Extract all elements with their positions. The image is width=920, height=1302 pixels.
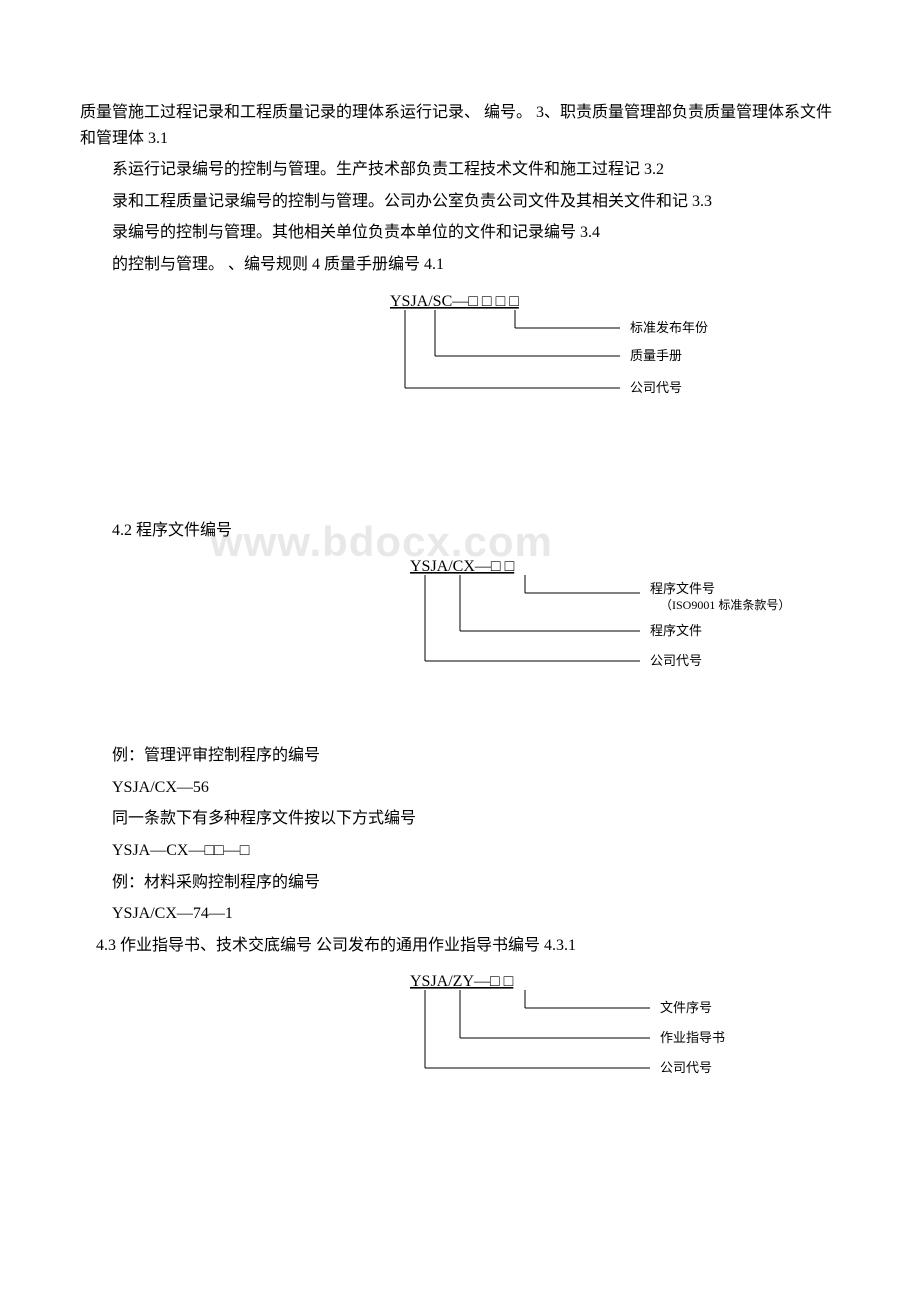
example-1: 例：管理评审控制程序的编号 <box>80 743 840 769</box>
section-43: 4.3 作业指导书、技术交底编号 公司发布的通用作业指导书编号 4.3.1 <box>80 933 840 959</box>
paragraph-5: 的控制与管理。 、编号规则 4 质量手册编号 4.1 <box>80 252 840 278</box>
diagram-sc-label2: 质量手册 <box>630 348 682 363</box>
example-6: YSJA/CX—74—1 <box>80 901 840 927</box>
diagram-cx: YSJA/CX—□ □ 程序文件号 （ISO9001 标准条款号） 程序文件 公… <box>360 553 880 703</box>
diagram-cx-label1-sub: （ISO9001 标准条款号） <box>660 598 790 612</box>
document-page: 质量管施工过程记录和工程质量记录的理体系运行记录、 编号。 3、职责质量管理部负… <box>0 0 920 1168</box>
diagram-sc-code: YSJA/SC—□ □ □ □ <box>390 293 519 310</box>
paragraph-4: 录编号的控制与管理。其他相关单位负责本单位的文件和记录编号 3.4 <box>80 220 840 246</box>
diagram-cx-code: YSJA/CX—□ □ <box>410 558 515 575</box>
diagram-cx-svg: YSJA/CX—□ □ 程序文件号 （ISO9001 标准条款号） 程序文件 公… <box>360 553 880 703</box>
diagram-cx-label2: 程序文件 <box>650 623 702 638</box>
section-42: www.bdocx.com 4.2 程序文件编号 YSJA/CX—□ □ 程序文… <box>80 518 840 704</box>
paragraph-3: 录和工程质量记录编号的控制与管理。公司办公室负责公司文件及其相关文件和记 3.3 <box>80 189 840 215</box>
example-5: 例：材料采购控制程序的编号 <box>80 870 840 896</box>
example-2: YSJA/CX—56 <box>80 775 840 801</box>
diagram-sc-label3: 公司代号 <box>630 380 682 395</box>
diagram-cx-label3: 公司代号 <box>650 653 702 668</box>
diagram-zy-label3: 公司代号 <box>660 1060 712 1075</box>
diagram-sc-label1: 标准发布年份 <box>630 320 708 335</box>
diagram-cx-label1: 程序文件号 <box>650 581 715 596</box>
diagram-zy-code: YSJA/ZY—□ □ <box>410 973 514 990</box>
diagram-zy-svg: YSJA/ZY—□ □ 文件序号 作业指导书 公司代号 <box>360 968 860 1098</box>
diagram-sc: YSJA/SC—□ □ □ □ 标准发布年份 质量手册 公司代号 <box>320 288 820 418</box>
diagram-zy-label1: 文件序号 <box>660 1000 712 1015</box>
example-4: YSJA—CX—□□—□ <box>80 838 840 864</box>
paragraph-1: 质量管施工过程记录和工程质量记录的理体系运行记录、 编号。 3、职责质量管理部负… <box>80 100 840 151</box>
diagram-sc-svg: YSJA/SC—□ □ □ □ 标准发布年份 质量手册 公司代号 <box>320 288 820 418</box>
section-42-title: 4.2 程序文件编号 <box>80 518 840 544</box>
example-3: 同一条款下有多种程序文件按以下方式编号 <box>80 806 840 832</box>
diagram-zy: YSJA/ZY—□ □ 文件序号 作业指导书 公司代号 <box>360 968 860 1098</box>
diagram-zy-label2: 作业指导书 <box>660 1030 725 1045</box>
paragraph-2: 系运行记录编号的控制与管理。生产技术部负责工程技术文件和施工过程记 3.2 <box>80 157 840 183</box>
